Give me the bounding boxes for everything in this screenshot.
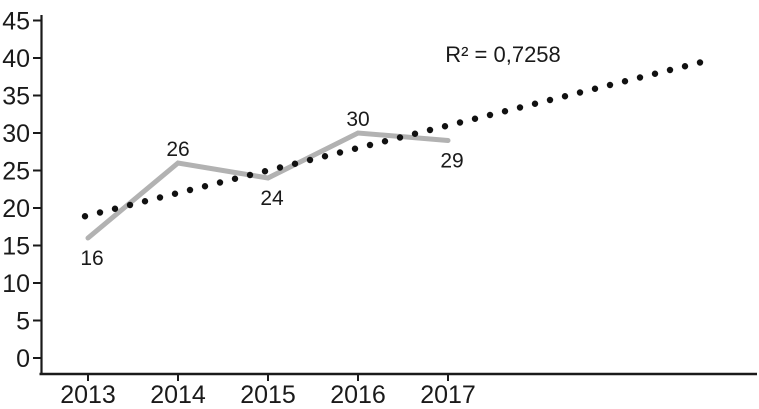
- data-point-label: 16: [80, 247, 103, 270]
- trend-dot: [321, 153, 329, 160]
- trend-dot: [291, 160, 299, 167]
- y-tick-label: 15: [2, 232, 30, 260]
- trend-dot: [501, 108, 509, 115]
- data-point-label: 29: [440, 150, 463, 173]
- trend-dot: [351, 145, 359, 152]
- trend-dot: [576, 89, 584, 96]
- y-tick-label: 0: [16, 345, 30, 373]
- x-tick-label: 2016: [330, 381, 386, 409]
- trend-dot: [186, 186, 194, 194]
- y-tick-label: 20: [2, 195, 30, 223]
- r-squared-label: R² = 0,7258: [445, 42, 561, 67]
- trend-dot: [306, 156, 314, 164]
- trend-dot: [336, 149, 344, 156]
- trend-dot: [606, 81, 614, 89]
- trend-dot: [261, 168, 269, 175]
- trend-dot: [456, 119, 464, 126]
- trend-dot: [171, 190, 179, 197]
- trend-dot: [396, 134, 404, 141]
- x-tick-label: 2014: [150, 381, 206, 409]
- trend-dot: [441, 123, 449, 130]
- trend-dot: [81, 213, 89, 220]
- data-point-label: 26: [166, 138, 189, 161]
- trend-dot: [591, 85, 599, 92]
- trend-dot: [231, 175, 239, 182]
- trend-dot: [486, 111, 494, 119]
- trend-dot: [471, 115, 479, 122]
- y-tick-label: 40: [2, 45, 30, 73]
- trend-dot: [531, 100, 539, 107]
- trend-dot: [636, 74, 644, 81]
- trend-dot: [516, 104, 524, 111]
- x-tick-label: 2015: [240, 381, 296, 409]
- y-tick-label: 30: [2, 120, 30, 148]
- series-line: [85, 130, 451, 241]
- trend-dot: [696, 59, 704, 66]
- trend-dot: [111, 205, 119, 212]
- trend-dot: [666, 66, 674, 74]
- y-tick-label: 35: [2, 82, 30, 110]
- trend-dot: [681, 63, 689, 70]
- x-tick-label: 2013: [60, 381, 116, 409]
- trend-dot: [621, 78, 629, 85]
- trend-dot: [126, 201, 134, 209]
- y-tick-label: 10: [2, 270, 30, 298]
- trend-dot: [381, 138, 389, 145]
- trend-dot: [201, 183, 209, 190]
- trend-dot: [216, 179, 224, 186]
- y-tick-label: 5: [16, 307, 30, 335]
- data-point-label: 24: [260, 187, 284, 210]
- trend-dot: [366, 141, 374, 149]
- trend-dot: [426, 126, 434, 134]
- trend-dot: [246, 171, 254, 179]
- trend-dot: [96, 209, 104, 216]
- trend-dot: [561, 93, 569, 100]
- y-tick-label: 45: [2, 7, 30, 35]
- trend-dot: [651, 70, 659, 77]
- trend-dot: [276, 164, 284, 171]
- trend-dot: [411, 130, 419, 137]
- trend-dot: [546, 96, 554, 104]
- trend-dot: [156, 194, 164, 201]
- y-tick-label: 25: [2, 157, 30, 185]
- trend-dot: [141, 198, 149, 205]
- data-point-label: 30: [346, 108, 369, 131]
- x-tick-label: 2017: [420, 381, 476, 409]
